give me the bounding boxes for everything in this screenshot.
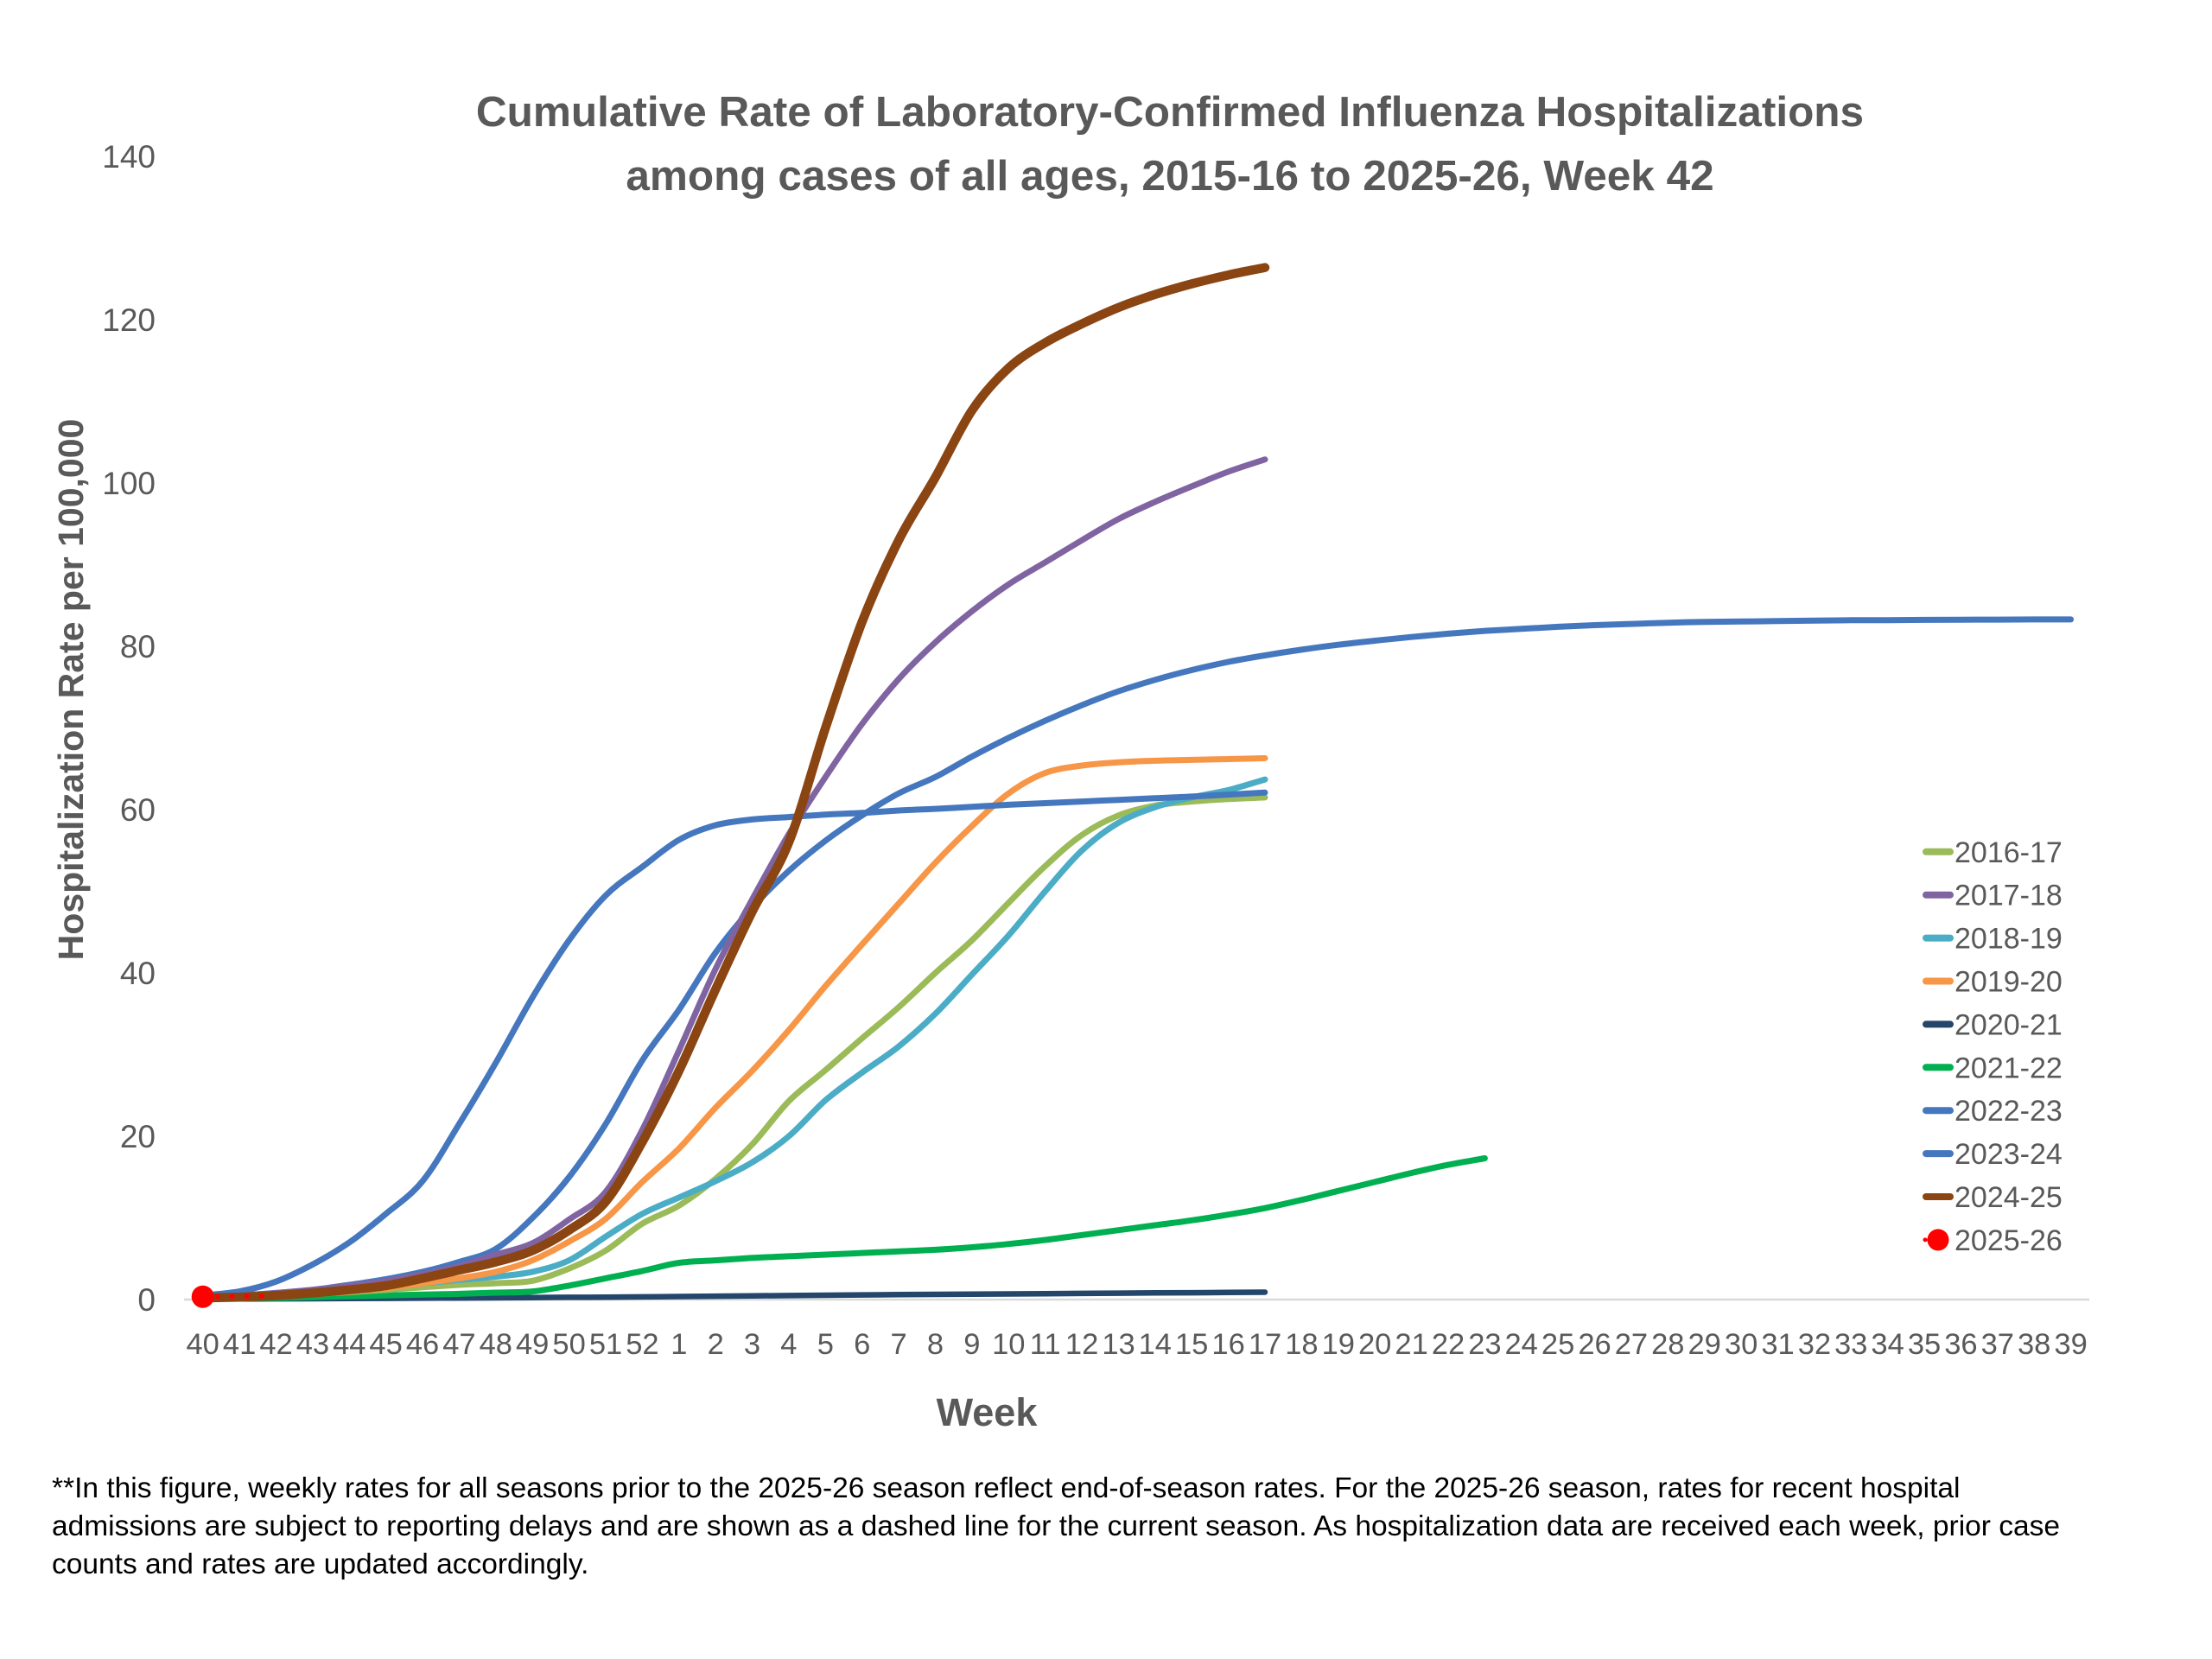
svg-text:26: 26 [1578,1328,1611,1361]
svg-text:49: 49 [516,1328,549,1361]
svg-text:31: 31 [1761,1328,1794,1361]
svg-text:2020-21: 2020-21 [1955,1008,2063,1041]
svg-text:13: 13 [1102,1328,1135,1361]
svg-text:45: 45 [369,1328,402,1361]
svg-text:14: 14 [1139,1328,1172,1361]
svg-text:120: 120 [102,302,156,338]
svg-text:22: 22 [1432,1328,1465,1361]
svg-text:29: 29 [1688,1328,1721,1361]
svg-text:38: 38 [2018,1328,2050,1361]
svg-text:43: 43 [296,1328,329,1361]
svg-text:25: 25 [1541,1328,1574,1361]
svg-text:51: 51 [589,1328,622,1361]
svg-text:37: 37 [1981,1328,2014,1361]
svg-text:41: 41 [223,1328,256,1361]
svg-text:15: 15 [1175,1328,1208,1361]
svg-text:admissions are subject to repo: admissions are subject to reporting dela… [52,1510,2060,1542]
svg-text:2021-22: 2021-22 [1955,1052,2063,1084]
svg-text:3: 3 [744,1328,760,1361]
svg-text:5: 5 [817,1328,834,1361]
svg-text:44: 44 [333,1328,365,1361]
svg-text:100: 100 [102,466,156,501]
svg-text:33: 33 [1834,1328,1867,1361]
svg-text:80: 80 [120,629,156,664]
svg-text:2018-19: 2018-19 [1955,923,2063,956]
svg-text:4: 4 [780,1328,797,1361]
svg-text:23: 23 [1468,1328,1501,1361]
svg-text:20: 20 [120,1119,156,1154]
svg-text:140: 140 [102,139,156,175]
svg-text:40: 40 [120,956,156,991]
svg-text:12: 12 [1065,1328,1098,1361]
svg-text:40: 40 [187,1328,219,1361]
svg-text:0: 0 [137,1282,156,1318]
svg-text:47: 47 [442,1328,475,1361]
svg-text:2022-23: 2022-23 [1955,1095,2063,1128]
svg-text:1: 1 [671,1328,687,1361]
svg-text:2016-17: 2016-17 [1955,836,2063,869]
svg-text:28: 28 [1651,1328,1684,1361]
svg-text:Cumulative Rate of Laboratory-: Cumulative Rate of Laboratory-Confirmed … [476,88,1864,136]
svg-text:2017-18: 2017-18 [1955,880,2063,912]
svg-text:Week: Week [937,1390,1039,1434]
svg-text:60: 60 [120,792,156,828]
svg-text:20: 20 [1358,1328,1391,1361]
svg-text:2019-20: 2019-20 [1955,966,2063,999]
svg-text:48: 48 [480,1328,512,1361]
svg-text:24: 24 [1505,1328,1538,1361]
svg-text:39: 39 [2054,1328,2087,1361]
svg-text:8: 8 [927,1328,944,1361]
svg-text:21: 21 [1395,1328,1427,1361]
svg-text:19: 19 [1322,1328,1355,1361]
svg-text:among cases of all ages, 2015-: among cases of all ages, 2015-16 to 2025… [626,152,1713,200]
svg-text:10: 10 [992,1328,1025,1361]
svg-text:17: 17 [1249,1328,1281,1361]
svg-text:**In this figure, weekly rates: **In this figure, weekly rates for all s… [52,1472,1960,1504]
svg-text:52: 52 [626,1328,658,1361]
svg-text:35: 35 [1908,1328,1941,1361]
svg-text:7: 7 [891,1328,907,1361]
svg-text:32: 32 [1798,1328,1831,1361]
svg-text:counts and rates are updated a: counts and rates are updated accordingly… [52,1548,588,1580]
svg-text:6: 6 [854,1328,870,1361]
svg-text:2025-26: 2025-26 [1955,1224,2063,1257]
svg-text:42: 42 [259,1328,292,1361]
svg-text:36: 36 [1944,1328,1977,1361]
svg-text:16: 16 [1211,1328,1244,1361]
svg-text:18: 18 [1285,1328,1318,1361]
svg-text:Hospitalization Rate per 100,0: Hospitalization Rate per 100,000 [51,419,91,961]
svg-text:2024-25: 2024-25 [1955,1181,2063,1214]
svg-text:30: 30 [1725,1328,1758,1361]
svg-text:27: 27 [1615,1328,1648,1361]
svg-text:9: 9 [963,1328,980,1361]
svg-text:11: 11 [1030,1328,1061,1361]
svg-text:46: 46 [406,1328,439,1361]
svg-text:34: 34 [1871,1328,1904,1361]
svg-text:2023-24: 2023-24 [1955,1138,2063,1171]
svg-text:50: 50 [552,1328,585,1361]
svg-text:2: 2 [708,1328,724,1361]
